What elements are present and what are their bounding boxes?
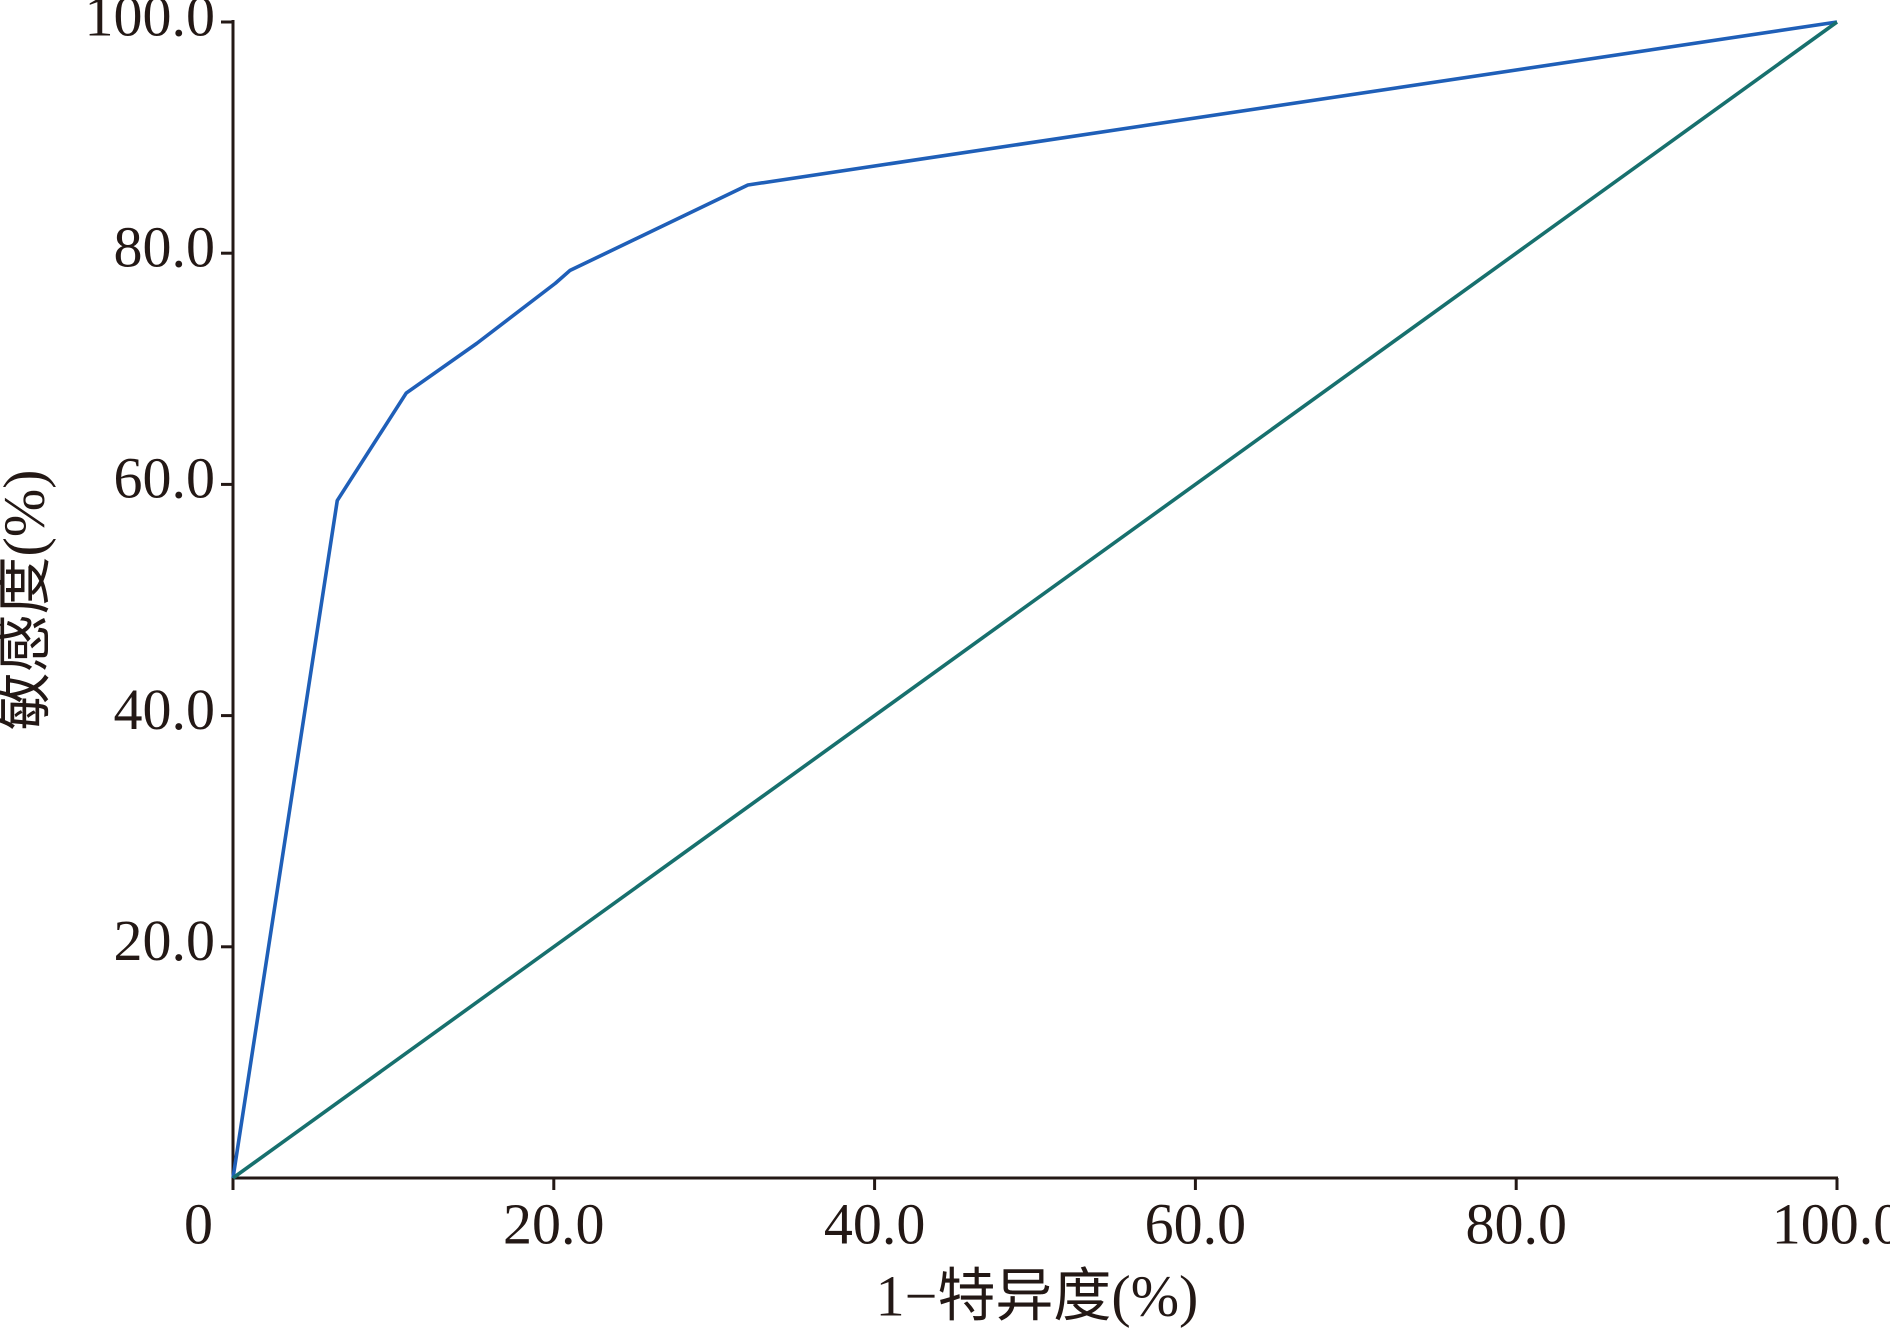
line [231,20,1839,1180]
y-tick-label: 100.0 [85,0,216,48]
y-tick-label: 80.0 [114,215,216,280]
x-tick-label: 40.0 [824,1191,926,1256]
x-axis-title: 1−特异度(%) [876,1263,1199,1328]
y-tick-label: 40.0 [114,677,216,742]
x-tick-label: 60.0 [1145,1191,1247,1256]
x-tick-label: 100.0 [1772,1191,1890,1256]
x-tick-label: 20.0 [503,1191,605,1256]
y-tick-label: 60.0 [114,446,216,511]
y-axis-title: 敏感度(%) [0,470,56,731]
x-tick-label: 0 [184,1191,213,1256]
y-tick-label: 20.0 [114,908,216,973]
x-tick-label: 80.0 [1465,1191,1567,1256]
line [231,20,1838,1179]
